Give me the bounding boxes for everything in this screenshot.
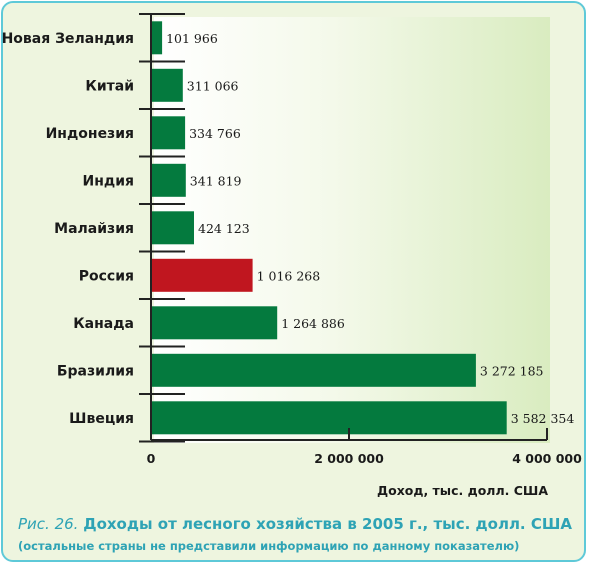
figure-number: Рис. 26. [18,515,79,533]
category-label: Китай [85,78,134,94]
bar [152,353,476,387]
value-label: 341 819 [190,173,242,188]
x-tick-label: 4 000 000 [512,451,582,466]
category-label: Швеция [69,411,134,427]
value-label: 3 272 185 [480,363,544,378]
bar [152,258,253,292]
category-label: Малайзия [54,221,134,237]
bar [152,21,163,55]
category-label: Индия [83,173,135,189]
value-label: 311 066 [187,78,239,93]
category-label: Новая Зеландия [2,31,134,47]
category-label: Канада [73,316,134,332]
category-label: Россия [79,268,134,284]
figure-title: Доходы от лесного хозяйства в 2005 г., т… [83,515,573,533]
bar [152,401,507,435]
value-label: 334 766 [189,126,241,141]
x-tick-label: 2 000 000 [314,451,384,466]
value-label: 1 264 886 [281,316,345,331]
figure-caption: Рис. 26. Доходы от лесного хозяйства в 2… [18,515,572,533]
bar [152,211,194,245]
bar [152,68,183,102]
category-label: Индонезия [46,126,134,142]
value-label: 424 123 [198,221,250,236]
x-axis-label: Доход, тыс. долл. США [376,483,548,498]
category-label: Бразилия [57,363,134,379]
value-label: 101 966 [166,31,218,46]
bar [152,116,186,150]
bar [152,306,278,340]
value-label: 1 016 268 [257,268,321,283]
figure-note: (остальные страны не представили информа… [18,539,520,553]
bar [152,163,186,197]
x-tick-label: 0 [147,451,156,466]
value-label: 3 582 354 [511,411,575,426]
